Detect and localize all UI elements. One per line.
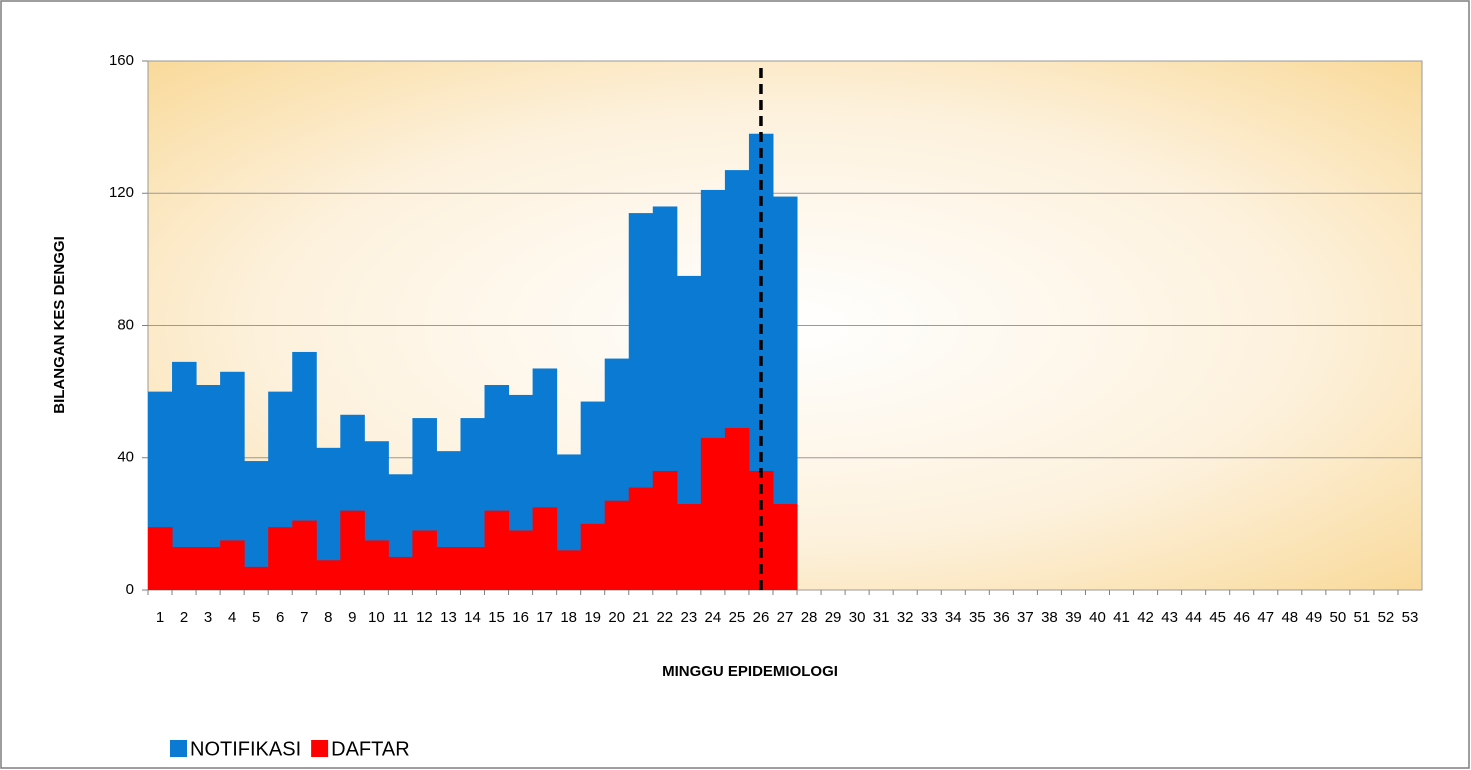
x-tick-label: 18 — [560, 609, 577, 626]
y-tick-label: 120 — [109, 184, 134, 201]
bar — [148, 527, 173, 590]
x-tick-label: 32 — [897, 609, 914, 626]
x-tick-label: 12 — [416, 609, 433, 626]
x-tick-label: 43 — [1161, 609, 1178, 626]
x-tick-label: 16 — [512, 609, 529, 626]
bar — [700, 437, 726, 590]
bar — [220, 540, 245, 590]
bar — [508, 530, 534, 590]
x-tick-label: 39 — [1065, 609, 1082, 626]
x-tick-label: 49 — [1305, 609, 1322, 626]
x-tick-label: 46 — [1233, 609, 1250, 626]
x-tick-label: 5 — [252, 609, 260, 626]
bar — [244, 566, 269, 590]
y-tick-label: 0 — [126, 581, 134, 598]
x-tick-label: 38 — [1041, 609, 1058, 626]
x-tick-label: 27 — [777, 609, 794, 626]
bar — [604, 500, 630, 590]
bar — [292, 520, 317, 590]
x-tick-label: 50 — [1330, 609, 1347, 626]
x-tick-label: 30 — [849, 609, 866, 626]
x-tick-label: 45 — [1209, 609, 1226, 626]
bar — [556, 550, 582, 590]
bar — [388, 556, 413, 590]
x-tick-label: 41 — [1113, 609, 1130, 626]
x-tick-label: 9 — [348, 609, 356, 626]
legend-label: NOTIFIKASI — [190, 738, 301, 760]
x-tick-label: 6 — [276, 609, 284, 626]
bar — [532, 507, 558, 590]
x-tick-label: 42 — [1137, 609, 1154, 626]
x-tick-label: 26 — [753, 609, 770, 626]
x-tick-label: 1 — [156, 609, 164, 626]
bar — [724, 427, 750, 590]
x-tick-label: 24 — [705, 609, 722, 626]
x-tick-label: 8 — [324, 609, 332, 626]
x-tick-label: 23 — [681, 609, 698, 626]
x-tick-label: 4 — [228, 609, 236, 626]
bar — [436, 547, 461, 590]
x-tick-label: 3 — [204, 609, 212, 626]
x-tick-label: 53 — [1402, 609, 1419, 626]
x-tick-label: 34 — [945, 609, 962, 626]
x-tick-label: 48 — [1281, 609, 1298, 626]
y-tick-label: 40 — [117, 449, 134, 466]
x-tick-label: 37 — [1017, 609, 1034, 626]
x-axis-title: MINGGU EPIDEMIOLOGI — [662, 663, 838, 680]
x-tick-label: 44 — [1185, 609, 1202, 626]
bar — [172, 547, 197, 590]
bar — [676, 504, 702, 590]
x-tick-label: 22 — [656, 609, 673, 626]
legend-swatch — [170, 740, 187, 757]
x-tick-label: 21 — [632, 609, 649, 626]
bar — [652, 470, 678, 590]
x-tick-label: 7 — [300, 609, 308, 626]
x-tick-label: 35 — [969, 609, 986, 626]
legend-label: DAFTAR — [331, 738, 410, 760]
x-tick-label: 17 — [536, 609, 553, 626]
bar — [484, 510, 510, 590]
x-tick-label: 47 — [1257, 609, 1274, 626]
y-tick-label: 80 — [117, 316, 134, 333]
bar — [268, 527, 293, 590]
x-tick-label: 20 — [608, 609, 625, 626]
x-tick-label: 11 — [393, 609, 409, 626]
bar — [364, 540, 389, 590]
bar — [772, 504, 798, 590]
bar — [196, 547, 221, 590]
x-tick-label: 28 — [801, 609, 818, 626]
x-tick-label: 10 — [368, 609, 385, 626]
x-tick-label: 2 — [180, 609, 188, 626]
bar — [340, 510, 365, 590]
x-tick-label: 19 — [584, 609, 601, 626]
y-tick-label: 160 — [109, 52, 134, 69]
x-tick-label: 31 — [873, 609, 890, 626]
x-tick-label: 13 — [440, 609, 457, 626]
x-tick-label: 36 — [993, 609, 1010, 626]
legend-swatch — [311, 740, 329, 757]
x-tick-label: 33 — [921, 609, 938, 626]
bar — [316, 560, 341, 590]
x-tick-label: 40 — [1089, 609, 1106, 626]
x-tick-label: 14 — [464, 609, 481, 626]
x-tick-label: 25 — [729, 609, 746, 626]
bar — [628, 487, 654, 590]
bar — [580, 523, 606, 590]
x-tick-label: 51 — [1354, 609, 1371, 626]
bar — [412, 530, 437, 590]
y-axis-title: BILANGAN KES DENGGI — [51, 236, 68, 414]
x-tick-label: 15 — [488, 609, 505, 626]
x-tick-label: 52 — [1378, 609, 1395, 626]
x-tick-label: 29 — [825, 609, 842, 626]
bar — [460, 547, 486, 590]
